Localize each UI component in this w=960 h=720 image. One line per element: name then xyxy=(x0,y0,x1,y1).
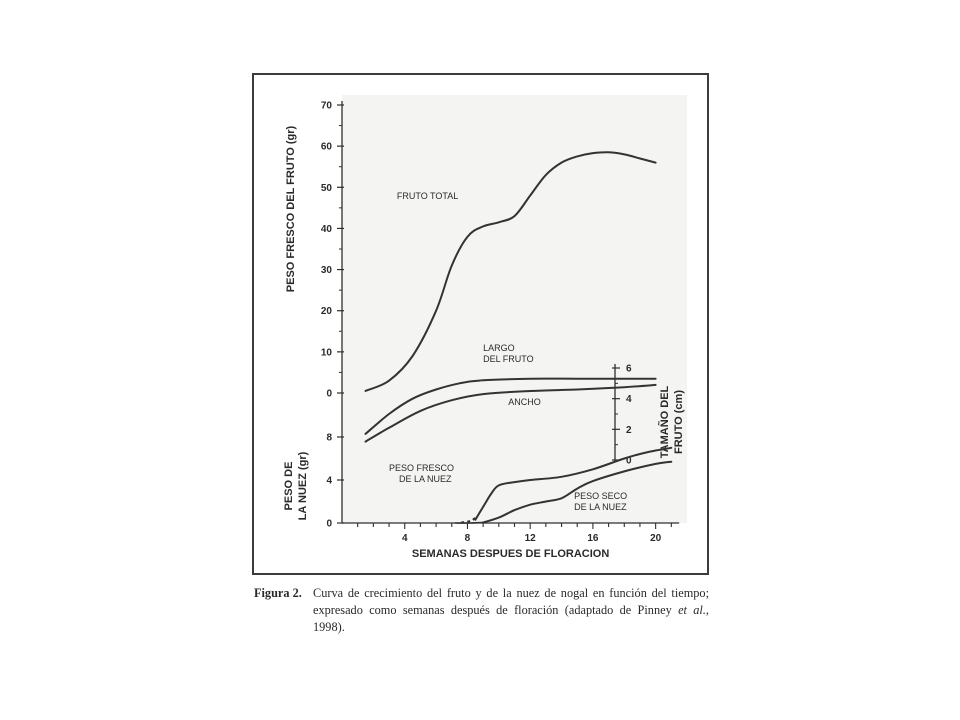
caption-label: Figura 2. xyxy=(254,586,302,600)
upper-y-tick-label: 30 xyxy=(321,265,333,276)
upper-y-tick-label: 50 xyxy=(321,183,333,194)
upper-y-tick-label: 70 xyxy=(321,101,333,112)
x-tick-label: 16 xyxy=(587,533,599,544)
upper-y-axis-title: PESO FRESCO DEL FRUTO (gr) xyxy=(285,125,297,292)
lower-y-axis-title: LA NUEZ (gr) xyxy=(297,451,309,520)
x-tick-label: 8 xyxy=(465,533,471,544)
series-line-largo-del-fruto xyxy=(364,377,657,435)
caption-text-end: , 1998). xyxy=(313,603,709,634)
lower-y-tick-label: 8 xyxy=(326,433,332,444)
figure-frame: 0 10 20 30 40 50 60 70 0 4 8 0 2 4 6 4 8 12 16 20 SEMANAS DE… xyxy=(252,73,709,575)
nut-curve-dashed-lead xyxy=(461,515,478,524)
caption-text: Curva de crecimiento del fruto y de la n… xyxy=(313,586,709,617)
size-y-tick-label: 4 xyxy=(626,394,632,405)
size-y-axis-title: TAMAÑO DEL xyxy=(658,385,671,458)
lower-y-axis-title: PESO DE xyxy=(283,462,295,511)
annotation-peso-seco-de-la-nuez: DE LA NUEZ xyxy=(574,502,627,512)
caption-body: Curva de crecimiento del fruto y de la n… xyxy=(313,585,709,636)
upper-y-tick-label: 10 xyxy=(321,347,333,358)
nut-curve-base-lead xyxy=(454,521,484,524)
upper-y-tick-label: 60 xyxy=(321,142,333,153)
growth-chart: 0 10 20 30 40 50 60 70 0 4 8 0 2 4 6 4 8 12 16 20 SEMANAS DE… xyxy=(283,95,687,560)
lower-y-tick-label: 4 xyxy=(326,476,332,487)
annotation-peso-fresco-de-la-nuez: PESO FRESCO xyxy=(389,463,454,473)
series-line-peso-seco-de-la-nuez xyxy=(482,460,673,524)
series-line-fruto-total xyxy=(364,151,657,392)
x-tick-label: 4 xyxy=(402,533,408,544)
annotation-peso-seco-de-la-nuez: PESO SECO xyxy=(574,491,627,501)
series-line-peso-fresco-de-la-nuez xyxy=(474,446,673,521)
annotation-largo-del-fruto: LARGO xyxy=(483,343,515,353)
annotation-ancho: ANCHO xyxy=(508,397,541,407)
size-y-tick-label: 6 xyxy=(626,364,632,375)
annotation-fruto-total: FRUTO TOTAL xyxy=(397,191,458,201)
x-axis-title: SEMANAS DESPUES DE FLORACION xyxy=(412,548,609,560)
size-y-tick-label: 2 xyxy=(626,425,632,436)
caption-italic: et al. xyxy=(678,603,706,617)
size-y-axis-title: FRUTO (cm) xyxy=(673,390,685,454)
x-tick-label: 20 xyxy=(650,533,662,544)
annotation-peso-fresco-de-la-nuez: DE LA NUEZ xyxy=(399,474,452,484)
annotation-largo-del-fruto: DEL FRUTO xyxy=(483,354,534,364)
upper-y-tick-label: 40 xyxy=(321,224,333,235)
x-tick-label: 12 xyxy=(525,533,537,544)
upper-y-tick-label: 0 xyxy=(326,389,332,400)
upper-y-tick-label: 20 xyxy=(321,306,333,317)
figure-caption: Figura 2. Curva de crecimiento del fruto… xyxy=(254,585,709,636)
size-y-tick-label: 0 xyxy=(626,456,632,467)
lower-y-tick-label: 0 xyxy=(326,519,332,530)
plot-background xyxy=(342,95,687,523)
series-line-ancho xyxy=(364,383,657,443)
